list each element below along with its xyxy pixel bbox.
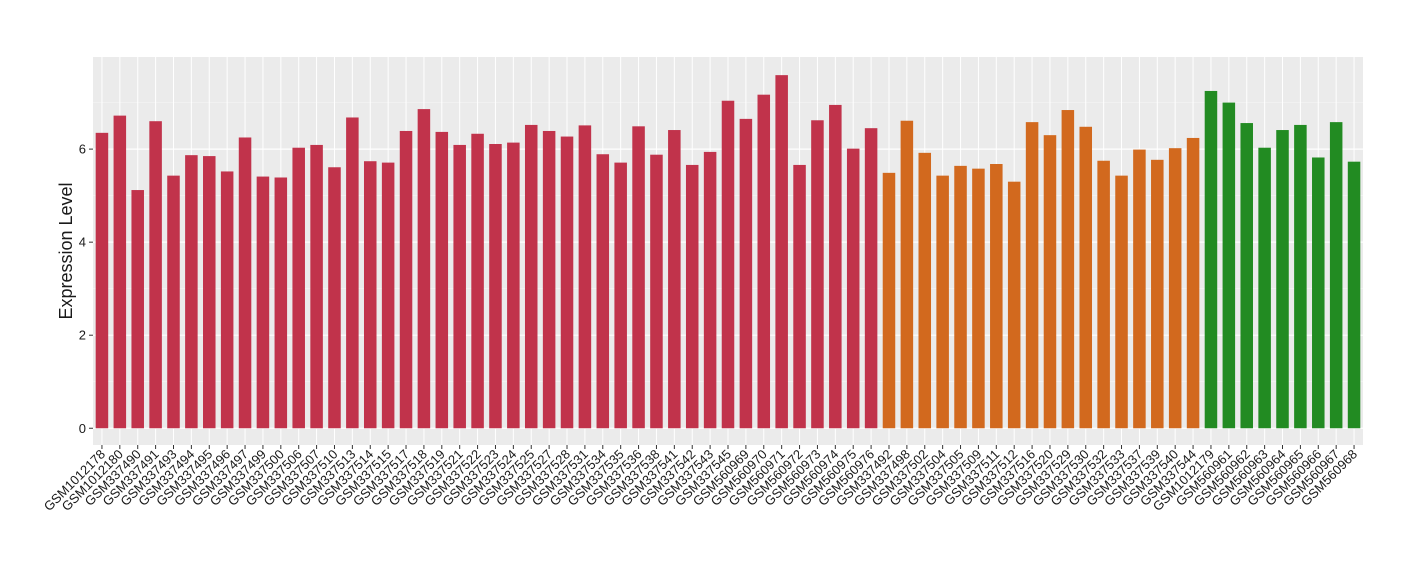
bar	[507, 142, 520, 429]
bar	[936, 175, 949, 429]
bar	[650, 154, 663, 429]
bar	[793, 164, 806, 429]
bar	[1329, 122, 1343, 429]
bar	[1204, 90, 1218, 429]
bar	[1276, 130, 1289, 429]
bar	[203, 156, 216, 429]
bar	[1258, 147, 1271, 429]
bar	[363, 161, 377, 429]
bar	[668, 130, 681, 429]
bar	[1133, 149, 1146, 429]
bar	[811, 120, 824, 429]
bar	[739, 118, 753, 429]
bars	[95, 75, 1361, 429]
bar	[1007, 181, 1021, 429]
bar	[1025, 122, 1039, 429]
bar	[1079, 126, 1093, 429]
bar	[1151, 159, 1164, 429]
bar	[1061, 110, 1075, 429]
bar	[524, 124, 538, 429]
y-tick-label: 2	[79, 328, 86, 343]
bar	[918, 152, 932, 429]
bar	[292, 147, 305, 429]
bar	[882, 172, 896, 429]
bar	[1097, 160, 1110, 429]
y-tick-label: 4	[79, 235, 86, 250]
bar	[220, 171, 234, 429]
bar	[703, 151, 717, 429]
bar	[685, 164, 699, 429]
bar	[149, 121, 162, 429]
bar	[256, 176, 270, 429]
bar	[864, 128, 878, 429]
bar	[1347, 161, 1361, 429]
bar	[381, 162, 395, 429]
bar	[1168, 148, 1182, 429]
y-tick-label: 6	[79, 142, 86, 157]
bar	[1294, 124, 1307, 429]
bar	[596, 154, 610, 429]
bar	[721, 100, 735, 429]
bar	[310, 144, 323, 429]
bar	[542, 130, 556, 429]
bar	[238, 137, 252, 429]
bar	[1240, 123, 1253, 429]
bar	[328, 167, 341, 429]
bar	[453, 144, 466, 429]
bar	[346, 117, 359, 429]
bar	[399, 130, 413, 429]
y-tick-label: 0	[79, 421, 86, 436]
bar	[1115, 175, 1128, 429]
bar	[846, 148, 860, 429]
bar	[113, 115, 127, 429]
bar	[632, 126, 645, 429]
bar	[435, 131, 449, 429]
bar	[990, 164, 1003, 429]
bar	[274, 177, 288, 429]
bar	[900, 120, 914, 429]
bar	[560, 136, 574, 429]
bar	[471, 133, 484, 429]
bar	[95, 132, 109, 429]
bar	[1186, 137, 1200, 429]
bar	[1222, 102, 1236, 429]
bar	[757, 94, 771, 429]
bar	[829, 104, 842, 429]
bar	[417, 109, 431, 429]
y-axis-label: Expression Level	[56, 182, 76, 319]
bar	[954, 165, 967, 429]
bar	[131, 190, 144, 429]
bar	[614, 162, 627, 429]
bar	[489, 143, 502, 429]
bar	[775, 75, 788, 429]
bar	[578, 125, 592, 429]
bar	[167, 175, 180, 429]
bar	[972, 168, 985, 429]
bar	[185, 155, 198, 429]
bar	[1312, 157, 1325, 429]
bar	[1043, 135, 1057, 429]
